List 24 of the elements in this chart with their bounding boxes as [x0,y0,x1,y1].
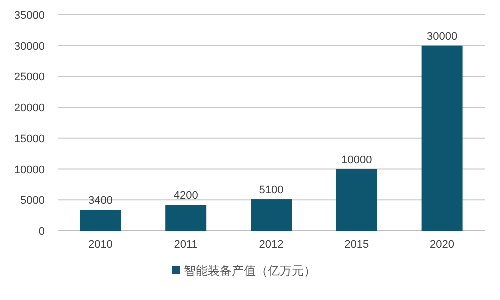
x-tick-label: 2015 [344,239,370,251]
y-tick-label: 20000 [14,102,45,115]
data-label: 30000 [427,30,458,43]
x-tick-label: 2011 [174,239,198,251]
data-label: 3400 [88,195,113,208]
bar [336,169,378,231]
bar [422,46,463,231]
y-tick-label: 0 [38,226,45,238]
data-label: 10000 [342,154,372,166]
y-tick-label: 5000 [20,195,45,208]
data-label: 5100 [259,184,284,197]
bar [251,200,292,231]
y-tick-label: 10000 [14,164,45,176]
y-tick-label: 25000 [14,72,45,84]
bar [80,210,122,231]
y-tick-label: 35000 [14,10,45,22]
x-tick-label: 2020 [430,239,455,251]
legend-label: 智能装备产值（亿万元） [184,264,316,278]
y-tick-label: 15000 [14,133,45,146]
x-tick-label: 2012 [259,239,284,251]
bar [166,205,207,231]
y-tick-label: 30000 [14,40,45,53]
data-label: 4200 [174,190,198,202]
x-tick-label: 2010 [88,239,113,251]
